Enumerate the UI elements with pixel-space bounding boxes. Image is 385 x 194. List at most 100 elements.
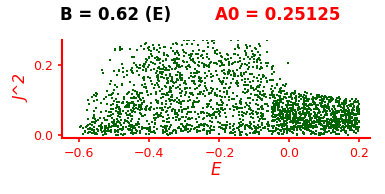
Point — [191, 39, 197, 42]
Point — [311, 110, 317, 113]
Point — [254, 112, 261, 115]
Point — [305, 124, 311, 127]
Point — [243, 101, 249, 104]
Point — [296, 95, 302, 98]
Point — [231, 130, 238, 133]
Point — [299, 119, 305, 122]
Point — [301, 104, 307, 107]
Point — [180, 49, 186, 52]
Point — [330, 131, 336, 134]
Point — [108, 107, 114, 111]
Point — [353, 121, 359, 124]
Point — [329, 123, 335, 126]
Point — [303, 95, 309, 98]
Point — [212, 111, 218, 114]
Point — [300, 100, 306, 103]
Point — [298, 117, 304, 120]
Point — [343, 101, 349, 104]
Point — [246, 62, 252, 65]
Point — [257, 117, 263, 120]
Point — [277, 88, 283, 91]
Point — [340, 113, 346, 116]
Point — [279, 106, 285, 109]
Point — [301, 96, 307, 99]
Point — [270, 92, 276, 95]
Point — [147, 129, 153, 132]
Point — [342, 113, 348, 116]
Point — [211, 41, 218, 44]
Point — [101, 98, 107, 101]
Point — [129, 117, 135, 120]
Point — [327, 124, 333, 127]
Point — [166, 69, 172, 72]
Point — [194, 129, 200, 132]
Point — [306, 128, 312, 131]
Point — [146, 126, 152, 129]
Point — [320, 105, 326, 108]
Point — [343, 131, 349, 134]
Point — [349, 115, 355, 118]
Point — [302, 102, 308, 105]
Point — [218, 60, 224, 63]
Point — [185, 118, 191, 121]
Point — [353, 126, 360, 129]
Point — [182, 127, 188, 130]
Point — [249, 49, 255, 52]
Point — [108, 130, 114, 133]
Point — [270, 112, 276, 115]
Point — [200, 111, 206, 114]
Point — [350, 100, 357, 104]
Point — [245, 77, 251, 80]
Point — [261, 127, 267, 130]
Point — [164, 133, 170, 136]
Point — [252, 129, 258, 132]
Point — [197, 83, 203, 86]
Point — [184, 105, 191, 108]
Point — [348, 124, 355, 127]
Point — [102, 129, 108, 132]
Point — [108, 114, 114, 117]
Point — [178, 91, 184, 94]
Point — [196, 100, 202, 103]
Point — [91, 113, 97, 116]
Point — [283, 120, 290, 123]
Point — [121, 96, 127, 100]
Point — [346, 113, 352, 116]
Point — [271, 104, 278, 107]
Point — [221, 64, 228, 67]
Point — [353, 127, 359, 130]
Point — [210, 87, 216, 90]
Point — [349, 111, 355, 114]
Point — [345, 133, 352, 136]
Point — [174, 51, 180, 54]
Point — [187, 123, 193, 126]
Point — [146, 107, 152, 110]
Point — [317, 120, 323, 123]
Point — [346, 118, 352, 121]
Point — [157, 71, 163, 74]
Point — [237, 118, 243, 121]
Point — [116, 105, 122, 108]
Point — [132, 96, 139, 100]
Point — [208, 106, 214, 109]
Text: A0 = 0.25125: A0 = 0.25125 — [214, 6, 340, 24]
Point — [120, 133, 126, 136]
Point — [100, 130, 107, 133]
Point — [290, 106, 296, 109]
Point — [346, 105, 353, 108]
Point — [172, 52, 178, 55]
Point — [169, 79, 175, 82]
Point — [261, 75, 268, 78]
Point — [94, 99, 100, 102]
Point — [131, 83, 137, 86]
Point — [318, 104, 324, 107]
Point — [150, 130, 156, 133]
Point — [323, 110, 329, 113]
Point — [325, 104, 331, 107]
Point — [328, 98, 335, 101]
Point — [289, 98, 295, 101]
Point — [92, 94, 99, 97]
Point — [223, 58, 229, 61]
Point — [285, 101, 291, 104]
Point — [171, 57, 177, 60]
